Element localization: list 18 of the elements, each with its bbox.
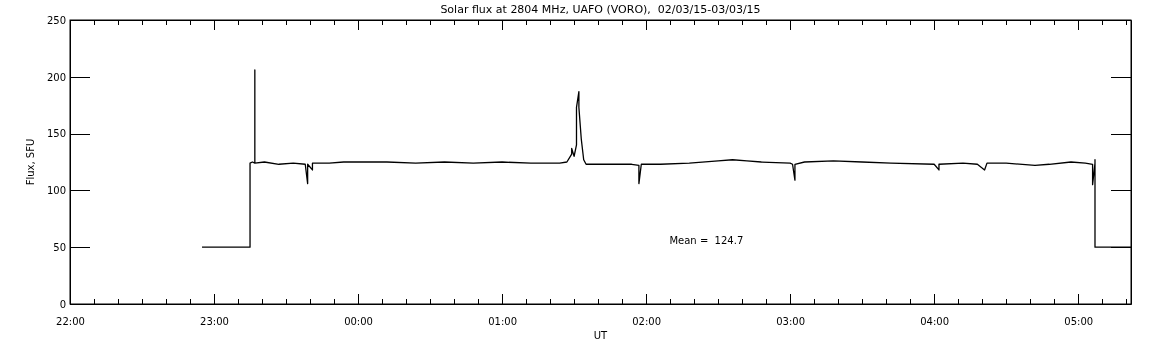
x-axis-title: UT [593, 330, 609, 341]
y-tick-label: 100 [46, 185, 66, 197]
x-tick-label: 04:00 [920, 316, 950, 328]
x-tick-label: 02:00 [632, 316, 662, 328]
x-tick-label: 05:00 [1064, 316, 1094, 328]
y-tick-label: 200 [46, 71, 66, 83]
annotation: Mean = 124.7 [669, 235, 744, 247]
y-tick-label: 50 [53, 241, 66, 253]
x-tick-label: 00:00 [344, 316, 373, 328]
x-tick-label: 01:00 [488, 316, 517, 328]
y-tick-label: 150 [46, 128, 66, 140]
x-tick-label: 22:00 [56, 316, 85, 328]
x-tick-label: 23:00 [200, 316, 229, 328]
chart-title: Solar flux at 2804 MHz, UAFO (VORO), 02/03/15-03/03/15 [440, 3, 761, 16]
y-tick-label: 0 [59, 298, 66, 310]
x-tick-label: 03:00 [776, 316, 806, 328]
y-tick-label: 250 [46, 14, 66, 26]
y-axis-title: Flux, SFU [25, 138, 36, 186]
